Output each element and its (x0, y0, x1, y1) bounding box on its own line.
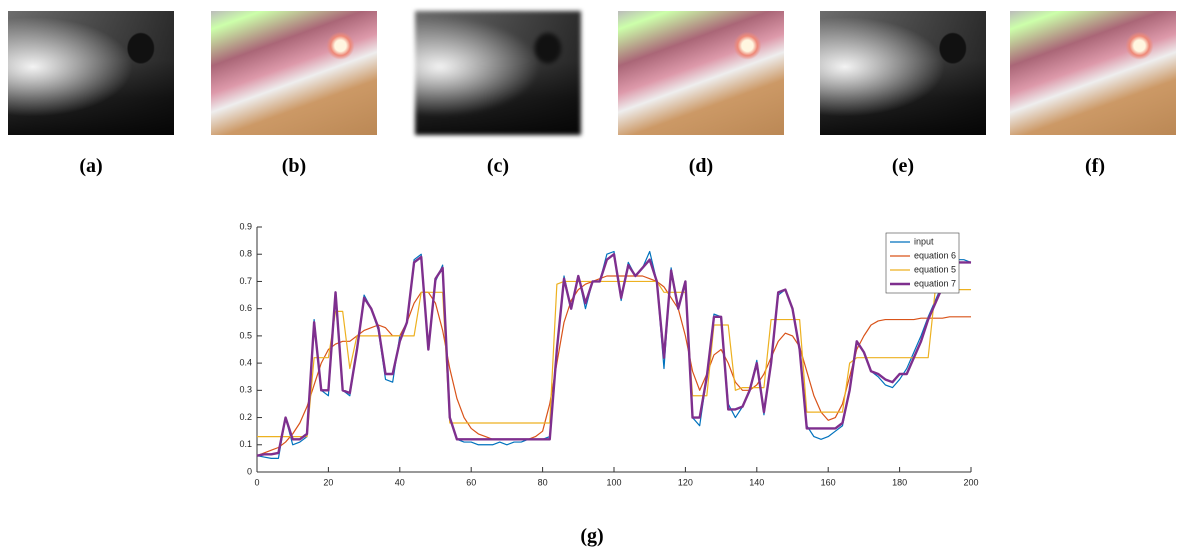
x-tick-label: 160 (821, 477, 836, 487)
x-tick-label: 20 (323, 477, 333, 487)
legend-label: equation 7 (914, 278, 956, 288)
series-line (257, 280, 971, 438)
y-tick-label: 0.9 (239, 221, 252, 231)
depth-image (8, 11, 174, 135)
x-tick-label: 40 (395, 477, 405, 487)
y-tick-label: 0.7 (239, 276, 252, 286)
plot-area (257, 227, 971, 472)
panel-label: (f) (1085, 155, 1105, 177)
y-tick-label: 0.1 (239, 439, 252, 449)
x-tick-label: 200 (963, 477, 978, 487)
y-tick-label: 0.3 (239, 385, 252, 395)
panel-label: (b) (281, 155, 307, 177)
legend-label: input (914, 236, 934, 246)
panel-label: (g) (580, 525, 604, 547)
photo-image (211, 11, 377, 135)
depth-image (820, 11, 986, 135)
photo-image (1010, 11, 1176, 135)
x-tick-label: 80 (538, 477, 548, 487)
series-line (256, 253, 971, 457)
x-tick-label: 100 (606, 477, 621, 487)
panel-label: (d) (688, 155, 714, 177)
photo-image (618, 11, 784, 135)
x-tick-label: 180 (892, 477, 907, 487)
x-tick-label: 120 (678, 477, 693, 487)
panel-label: (c) (486, 155, 510, 177)
legend-label: equation 5 (914, 264, 956, 274)
depth-image (415, 11, 581, 135)
x-tick-label: 140 (749, 477, 764, 487)
y-tick-label: 0.2 (239, 412, 252, 422)
y-tick-label: 0 (247, 466, 252, 476)
x-tick-label: 0 (254, 477, 259, 487)
y-tick-label: 0.5 (239, 330, 252, 340)
y-tick-label: 0.8 (239, 249, 252, 259)
legend-label: equation 6 (914, 250, 956, 260)
y-tick-label: 0.4 (239, 357, 252, 367)
panel-label: (e) (891, 155, 915, 177)
y-tick-label: 0.6 (239, 303, 252, 313)
x-tick-label: 60 (466, 477, 476, 487)
panel-label: (a) (79, 155, 103, 177)
